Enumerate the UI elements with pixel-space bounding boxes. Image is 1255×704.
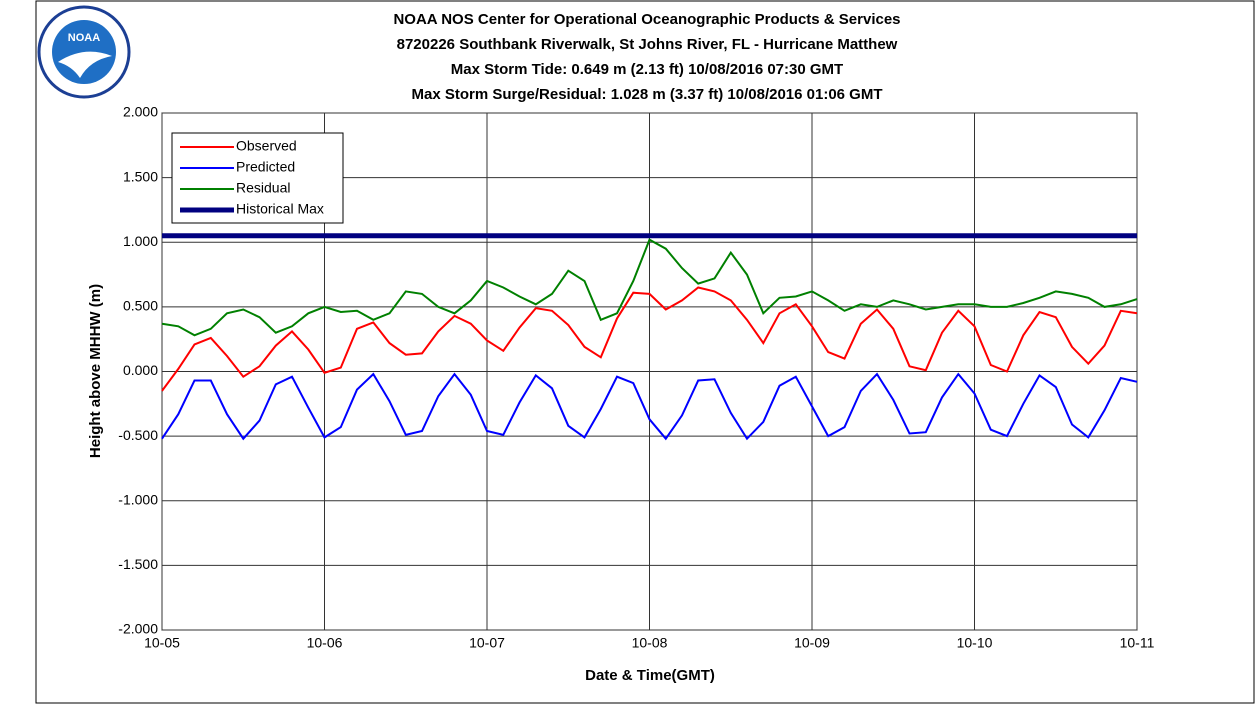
legend-label: Observed <box>236 138 297 154</box>
y-tick-label: 0.000 <box>123 362 158 378</box>
y-tick-label: 1.000 <box>123 233 158 249</box>
x-tick-label: 10-05 <box>144 635 180 651</box>
y-tick-label: -1.500 <box>118 556 158 572</box>
noaa-logo: NOAA <box>37 5 131 99</box>
x-tick-label: 10-09 <box>794 635 830 651</box>
legend: Observed Predicted Residual Historical Max <box>171 132 344 224</box>
x-tick-label: 10-06 <box>307 635 343 651</box>
y-axis-label: Height above MHHW (m) <box>87 284 104 458</box>
y-tick-label: -0.500 <box>118 427 158 443</box>
logo-text: NOAA <box>68 32 100 44</box>
x-tick-label: 10-10 <box>957 635 993 651</box>
logo-disc <box>52 20 116 84</box>
legend-label: Historical Max <box>236 201 324 217</box>
y-tick-label: 1.500 <box>123 168 158 184</box>
y-tick-label: 0.500 <box>123 298 158 314</box>
series-line <box>161 286 1138 392</box>
x-tick-label: 10-07 <box>469 635 505 651</box>
x-axis-label: Date & Time(GMT) <box>585 667 715 684</box>
x-tick-label: 10-11 <box>1120 635 1155 651</box>
y-tick-label: 2.000 <box>123 104 158 120</box>
legend-label: Predicted <box>236 159 295 175</box>
series-line <box>161 238 1138 337</box>
y-tick-label: -1.000 <box>118 491 158 507</box>
chart-title: Max Storm Tide: 0.649 m (2.13 ft) 10/08/… <box>451 61 843 78</box>
chart-title: NOAA NOS Center for Operational Oceanogr… <box>393 11 900 28</box>
y-tick-label: -2.000 <box>118 621 158 637</box>
chart-title: Max Storm Surge/Residual: 1.028 m (3.37 … <box>411 86 882 103</box>
logo-bird <box>58 51 112 78</box>
legend-label: Residual <box>236 180 290 196</box>
chart-title: 8720226 Southbank Riverwalk, St Johns Ri… <box>397 36 898 53</box>
series-line <box>161 372 1138 441</box>
x-tick-label: 10-08 <box>632 635 668 651</box>
